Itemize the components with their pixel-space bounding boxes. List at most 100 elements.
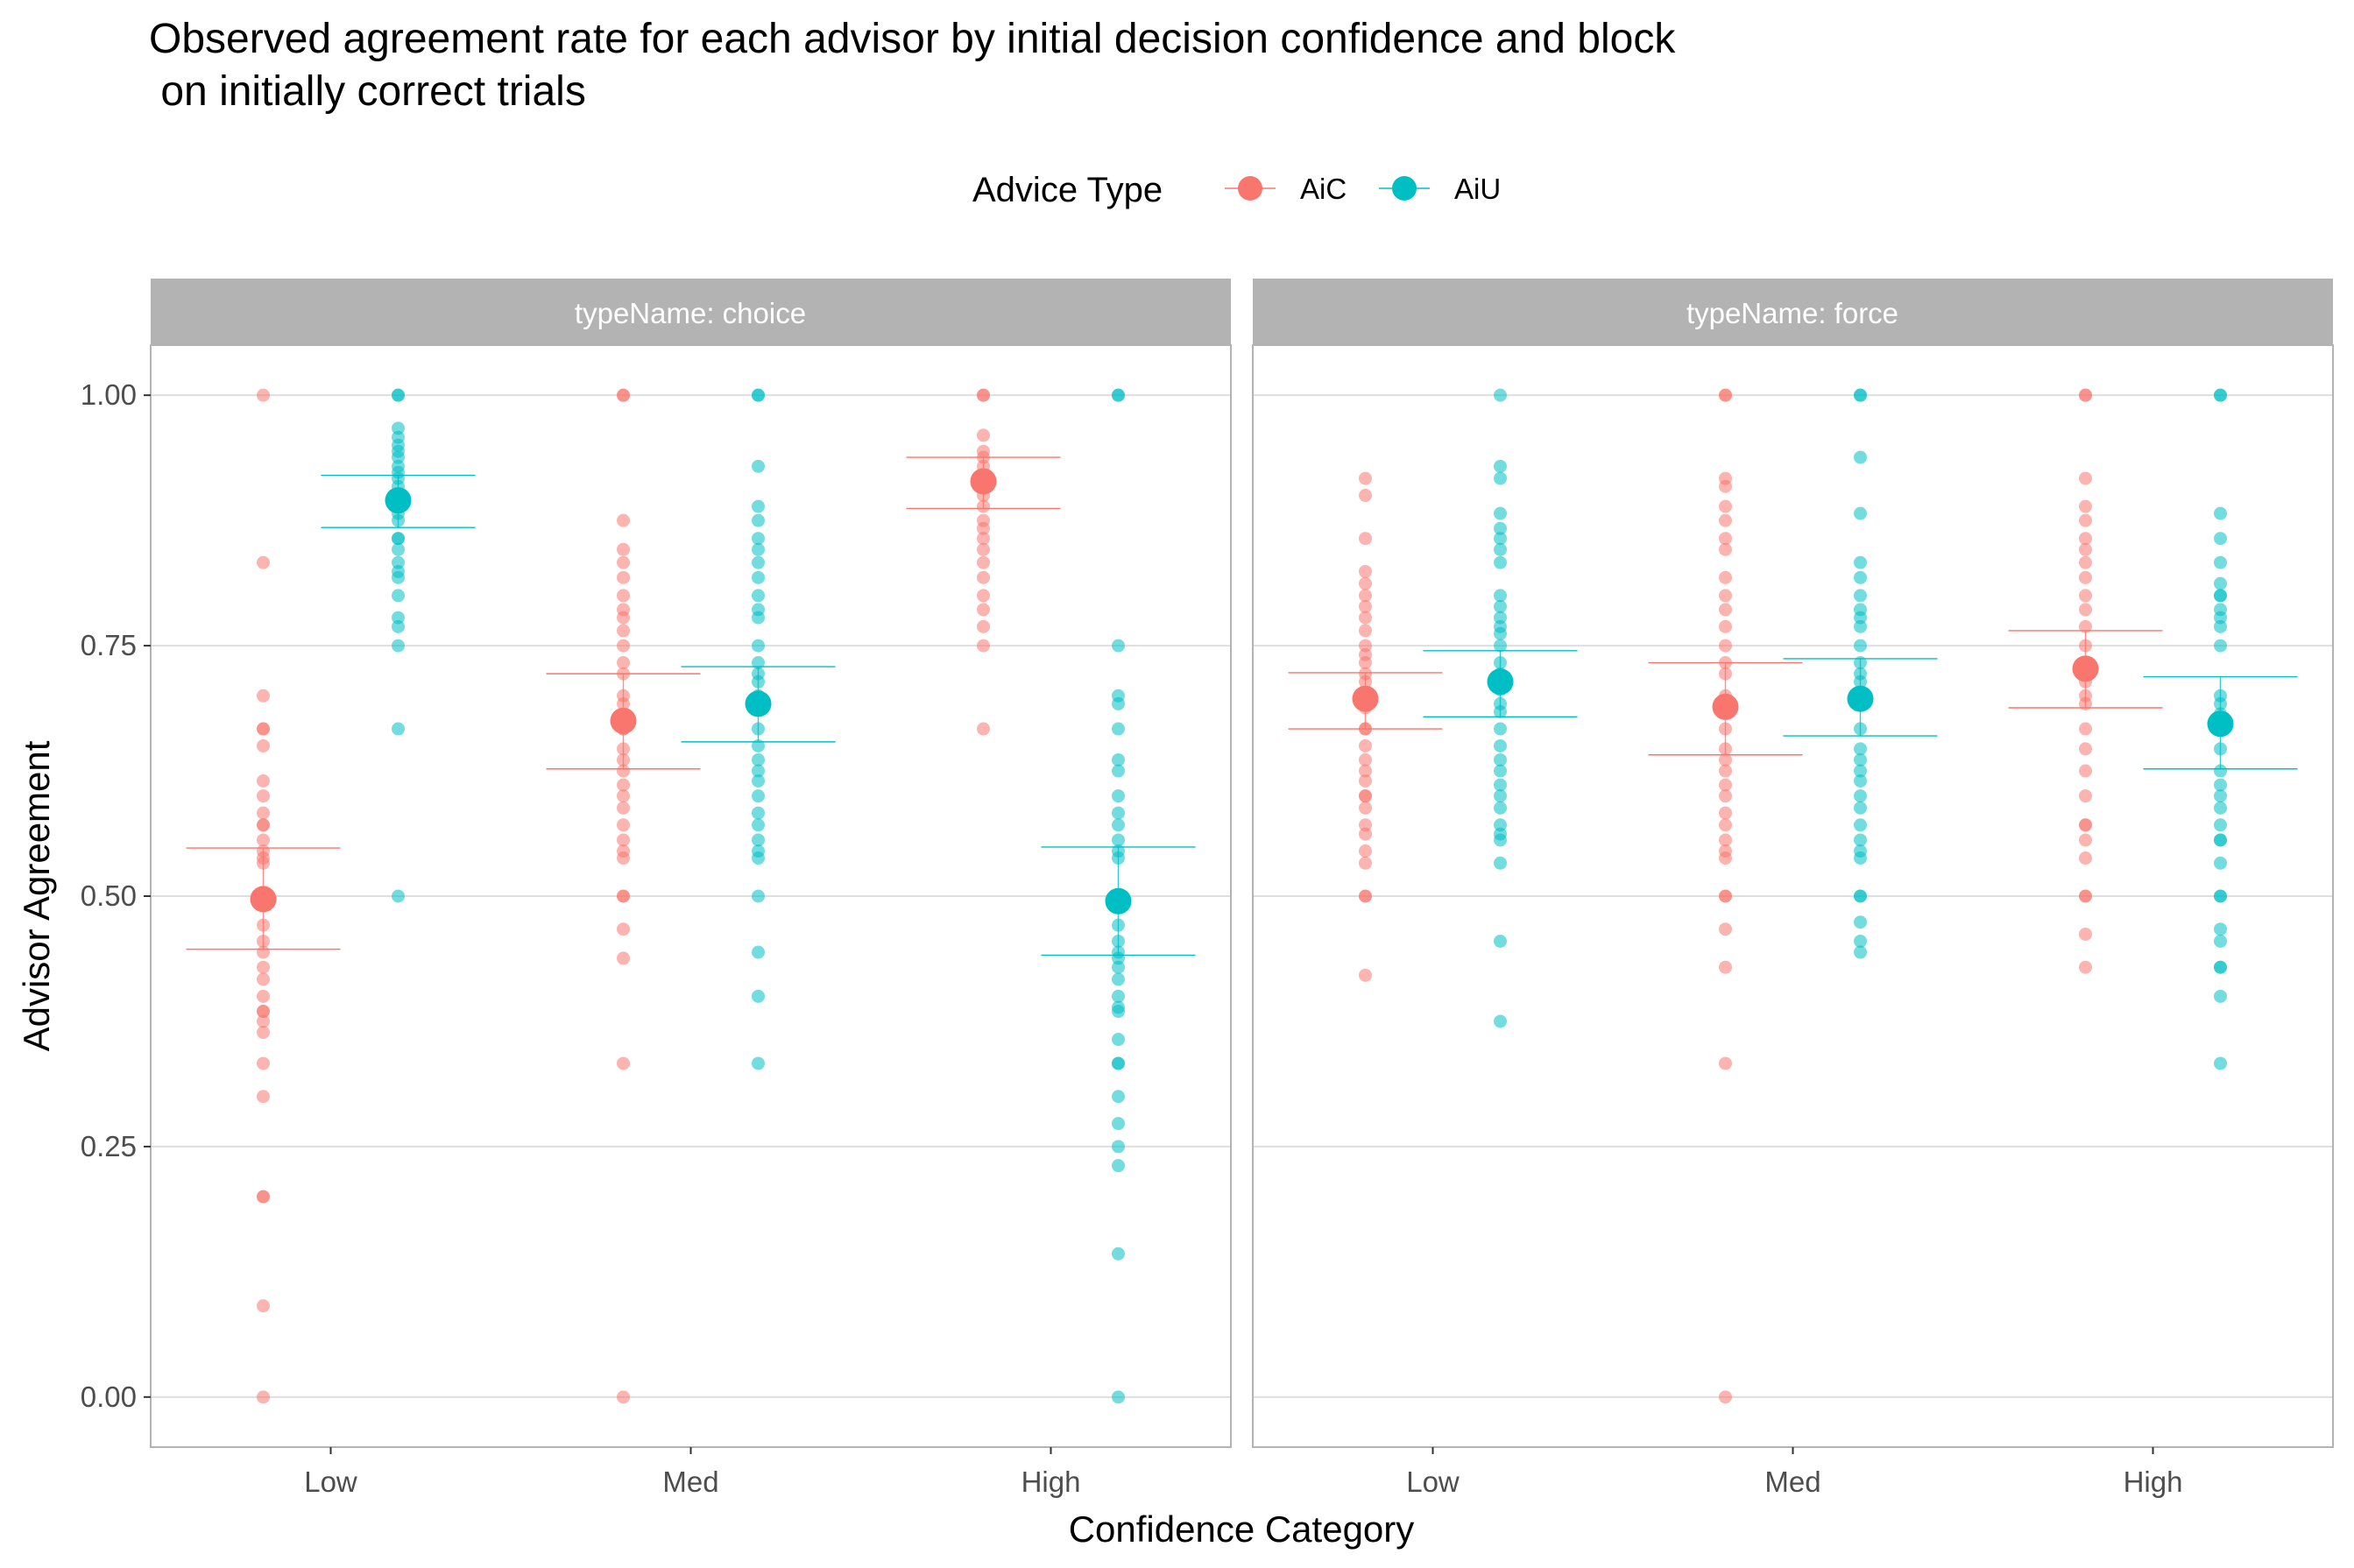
data-point-aic	[257, 1056, 270, 1070]
y-tick-label: 0.00	[81, 1381, 137, 1413]
data-point-aic	[617, 639, 630, 653]
data-point-aiu	[752, 542, 765, 556]
data-point-aiu	[1494, 818, 1507, 832]
data-point-aiu	[1494, 459, 1507, 473]
x-tick-choice-low: Low	[304, 1447, 357, 1498]
data-point-aiu	[1112, 1390, 1125, 1404]
data-point-aic	[1359, 844, 1372, 858]
data-point-aiu	[1494, 752, 1507, 766]
x-tick-force-low: Low	[1406, 1447, 1460, 1498]
data-point-aic	[977, 388, 990, 402]
data-point-aiu	[1854, 934, 1867, 948]
data-point-aiu	[1112, 806, 1125, 820]
x-tick-label: Low	[1406, 1466, 1460, 1498]
data-point-aic	[257, 773, 270, 788]
x-tick-choice-med: Med	[662, 1447, 719, 1498]
data-point-aiu	[392, 611, 405, 625]
data-point-aiu	[2214, 801, 2227, 815]
data-point-aiu	[1854, 789, 1867, 803]
data-point-aic	[617, 611, 630, 625]
data-point-aiu	[392, 388, 405, 402]
data-point-aic	[2079, 589, 2092, 603]
data-point-aiu	[752, 851, 765, 865]
x-tick-label: High	[2124, 1466, 2183, 1498]
data-point-aic	[2079, 960, 2092, 974]
data-point-aic	[1359, 889, 1372, 903]
data-point-aic	[1719, 513, 1732, 527]
data-point-aic	[977, 521, 990, 535]
mean-point-aiu	[1105, 887, 1132, 915]
mean-point-aic	[610, 707, 637, 734]
data-point-aiu	[1854, 555, 1867, 569]
mean-point-aiu	[745, 690, 772, 717]
data-point-aiu	[1494, 532, 1507, 546]
data-point-aic	[257, 1090, 270, 1104]
data-point-aic	[1359, 827, 1372, 841]
legend-key-aiu-dot	[1392, 176, 1417, 201]
data-point-aiu	[2214, 589, 2227, 603]
data-point-aiu	[1494, 542, 1507, 556]
data-point-aiu	[752, 656, 765, 670]
data-point-aiu	[2214, 778, 2227, 792]
mean-point-aiu	[1487, 668, 1514, 696]
panel-choice-grid	[151, 394, 1231, 1398]
data-point-aiu	[752, 738, 765, 752]
legend-key-aiu	[1379, 176, 1430, 201]
data-point-aiu	[1494, 934, 1507, 948]
x-tick-label: Med	[1764, 1466, 1820, 1498]
data-point-aic	[617, 589, 630, 603]
data-point-aic	[977, 603, 990, 617]
data-point-aiu	[1854, 752, 1867, 766]
data-point-aiu	[1112, 639, 1125, 653]
data-point-aiu	[752, 773, 765, 788]
data-point-aiu	[1112, 722, 1125, 736]
data-point-aiu	[1112, 789, 1125, 803]
data-point-aiu	[1112, 960, 1125, 974]
data-point-aic	[1359, 489, 1372, 503]
data-point-aic	[257, 1005, 270, 1019]
data-point-aiu	[2214, 639, 2227, 653]
data-point-aic	[2079, 532, 2092, 546]
data-point-aic	[617, 851, 630, 865]
data-point-aic	[1719, 922, 1732, 936]
data-point-aiu	[1494, 738, 1507, 752]
data-point-aiu	[1854, 506, 1867, 520]
data-point-aic	[1719, 532, 1732, 546]
y-tick-3: 0.75	[81, 629, 151, 661]
data-point-aic	[257, 722, 270, 736]
data-point-aic	[2079, 542, 2092, 556]
data-point-aic	[1719, 1390, 1732, 1404]
x-tick-label: Low	[304, 1466, 357, 1498]
data-point-aic	[1719, 960, 1732, 974]
data-point-aiu	[2214, 818, 2227, 832]
data-point-aic	[2079, 499, 2092, 513]
data-point-aiu	[1494, 388, 1507, 402]
data-point-aic	[257, 1299, 270, 1313]
data-point-aiu	[752, 945, 765, 959]
data-point-aic	[617, 889, 630, 903]
data-point-aic	[617, 764, 630, 778]
data-point-aiu	[2214, 555, 2227, 569]
legend-key-aic	[1225, 176, 1276, 201]
x-tick-force-med: Med	[1764, 1447, 1821, 1498]
data-point-aic	[617, 542, 630, 556]
data-point-aic	[1359, 639, 1372, 653]
data-point-aiu	[752, 388, 765, 402]
data-point-aic	[1359, 738, 1372, 752]
data-point-aiu	[1112, 1159, 1125, 1173]
data-point-aic	[617, 388, 630, 402]
data-point-aic	[1359, 752, 1372, 766]
panel-force-strip	[1253, 279, 2333, 345]
data-point-aiu	[1112, 818, 1125, 832]
data-point-aic	[2079, 603, 2092, 617]
data-point-aiu	[2214, 934, 2227, 948]
data-point-aic	[1359, 773, 1372, 788]
data-point-aic	[977, 532, 990, 546]
y-tick-4: 1.00	[81, 378, 151, 411]
data-point-aic	[617, 513, 630, 527]
data-point-aic	[257, 960, 270, 974]
panel-choice-points	[257, 388, 1125, 1404]
y-tick-1: 0.25	[81, 1130, 151, 1162]
data-point-aiu	[2214, 989, 2227, 1003]
x-tick-label: High	[1021, 1466, 1081, 1498]
